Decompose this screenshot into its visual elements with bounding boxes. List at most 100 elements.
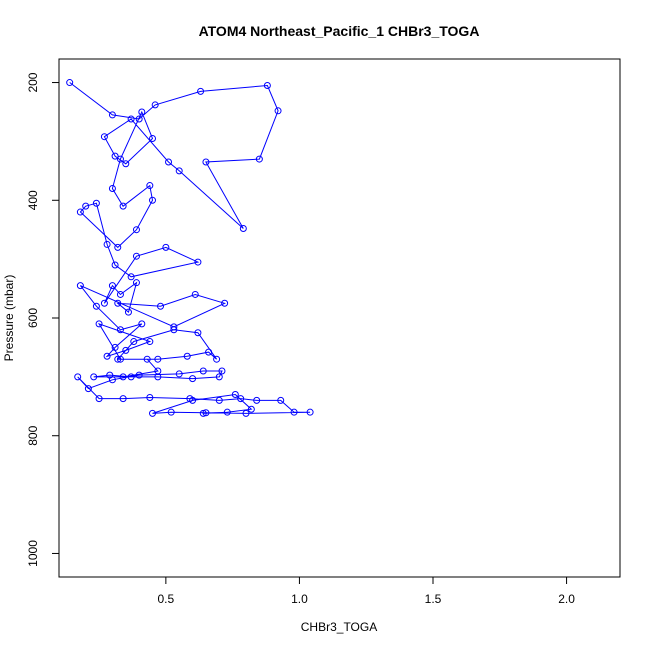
data-point xyxy=(103,352,111,360)
data-point xyxy=(154,373,162,381)
data-point xyxy=(114,299,122,307)
data-point xyxy=(130,338,138,346)
data-point xyxy=(213,355,221,363)
data-point xyxy=(290,408,298,416)
data-point xyxy=(138,320,146,328)
x-tick-label: 0.5 xyxy=(158,592,175,606)
data-point xyxy=(162,243,170,251)
data-point xyxy=(242,409,250,417)
data-point xyxy=(165,158,173,166)
data-point xyxy=(100,133,108,141)
data-point xyxy=(253,396,261,404)
data-point xyxy=(108,111,116,119)
data-point xyxy=(116,326,124,334)
data-point xyxy=(135,115,143,123)
data-point xyxy=(274,107,282,115)
data-point xyxy=(95,320,103,328)
data-point xyxy=(194,258,202,266)
data-point xyxy=(247,405,255,413)
data-point xyxy=(277,396,285,404)
data-point xyxy=(122,346,130,354)
x-axis: 0.5 1.0 1.5 2.0 xyxy=(158,576,575,606)
data-point xyxy=(143,355,151,363)
data-point xyxy=(199,409,207,417)
data-point xyxy=(135,371,143,379)
y-tick-label: 1000 xyxy=(26,540,40,567)
data-point xyxy=(221,299,229,307)
x-tick-label: 2.0 xyxy=(558,592,575,606)
data-point xyxy=(199,367,207,375)
data-point xyxy=(119,202,127,210)
data-point xyxy=(122,160,130,168)
data-point xyxy=(154,355,162,363)
data-point xyxy=(239,225,247,233)
data-point xyxy=(146,338,154,346)
x-tick-label: 1.5 xyxy=(425,592,442,606)
data-point xyxy=(66,79,74,87)
data-point xyxy=(138,108,146,116)
data-point xyxy=(231,391,239,399)
data-point xyxy=(170,326,178,334)
data-point xyxy=(82,202,90,210)
data-point xyxy=(191,290,199,298)
y-tick-label: 600 xyxy=(26,308,40,328)
data-point xyxy=(149,134,156,142)
data-point xyxy=(74,373,82,381)
data-point xyxy=(76,282,84,290)
data-point xyxy=(116,290,124,298)
chart-title: ATOM4 Northeast_Pacific_1 CHBr3_TOGA xyxy=(199,23,480,39)
data-point xyxy=(175,167,183,175)
data-point xyxy=(202,158,210,166)
data-point xyxy=(223,408,231,416)
data-point xyxy=(114,355,122,363)
data-point xyxy=(194,329,202,337)
data-point xyxy=(215,396,223,404)
data-point xyxy=(132,252,140,260)
data-point xyxy=(157,302,165,310)
data-point xyxy=(119,395,127,403)
y-tick-label: 800 xyxy=(26,425,40,445)
x-tick-label: 1.0 xyxy=(291,592,308,606)
series-line xyxy=(69,82,311,414)
data-point xyxy=(100,299,108,307)
data-point xyxy=(119,373,127,381)
y-axis: 200 400 600 800 1000 xyxy=(26,72,60,567)
data-point xyxy=(170,323,178,331)
data-point xyxy=(111,261,119,269)
data-point xyxy=(175,370,183,378)
data-point xyxy=(127,115,135,123)
y-tick-label: 200 xyxy=(26,72,40,92)
data-point xyxy=(146,182,154,190)
data-point xyxy=(116,355,124,363)
data-point xyxy=(149,196,156,204)
data-point xyxy=(92,199,100,207)
data-point xyxy=(149,409,156,417)
data-point xyxy=(151,101,159,109)
data-point xyxy=(116,155,124,163)
data-point xyxy=(127,273,135,281)
y-tick-label: 400 xyxy=(26,190,40,210)
data-point xyxy=(124,308,132,316)
data-point xyxy=(84,385,92,393)
data-point xyxy=(90,373,98,381)
data-point xyxy=(189,396,197,404)
x-axis-label: CHBr3_TOGA xyxy=(301,620,377,634)
data-point xyxy=(167,408,175,416)
data-point xyxy=(92,302,100,310)
data-point xyxy=(263,81,271,89)
data-point xyxy=(146,393,154,401)
data-point xyxy=(189,375,197,383)
plot-data xyxy=(66,79,314,417)
data-point xyxy=(205,348,213,356)
data-point xyxy=(127,373,135,381)
data-point xyxy=(132,226,140,234)
data-point xyxy=(111,152,119,160)
data-point xyxy=(132,279,140,287)
data-point xyxy=(202,409,210,417)
data-point xyxy=(183,352,191,360)
data-point xyxy=(114,243,122,251)
data-point xyxy=(255,155,263,163)
data-point xyxy=(103,240,111,248)
